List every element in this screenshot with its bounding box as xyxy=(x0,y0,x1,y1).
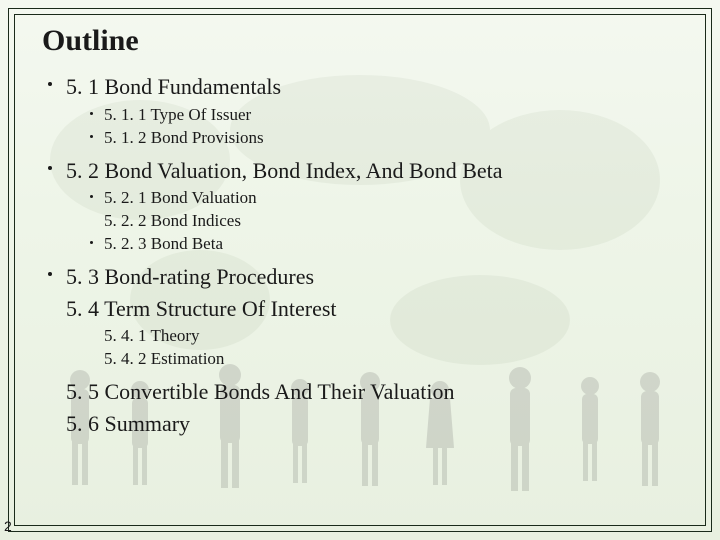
outline-item-text: 5. 2. 3 Bond Beta xyxy=(104,234,223,253)
outline-item-lvl2: 5. 4. 2 Estimation xyxy=(104,348,684,371)
outline-item-lvl2: 5. 2. 1 Bond Valuation xyxy=(104,187,684,210)
outline-item-text: 5. 4. 2 Estimation xyxy=(104,349,224,368)
outline-item-text: 5. 4 Term Structure Of Interest xyxy=(66,296,337,321)
outline-item-lvl1: 5. 3 Bond-rating Procedures xyxy=(66,262,684,292)
outline-item-text: 5. 1. 1 Type Of Issuer xyxy=(104,105,251,124)
page-number: 2 xyxy=(4,518,12,534)
outline-item-lvl1: 5. 6 Summary xyxy=(66,409,684,439)
outline-subgroup: 5. 2. 1 Bond Valuation 5. 2. 2 Bond Indic… xyxy=(104,187,684,256)
outline-item-lvl1: 5. 2 Bond Valuation, Bond Index, And Bon… xyxy=(66,156,684,186)
outline-item-lvl2: 5. 1. 1 Type Of Issuer xyxy=(104,104,684,127)
outline-item-lvl2: 5. 1. 2 Bond Provisions xyxy=(104,127,684,150)
outline-item-text: 5. 4. 1 Theory xyxy=(104,326,200,345)
outline-item-text: 5. 2. 2 Bond Indices xyxy=(104,211,241,230)
outline-item-text: 5. 3 Bond-rating Procedures xyxy=(66,264,314,289)
outline-item-text: 5. 2 Bond Valuation, Bond Index, And Bon… xyxy=(66,158,503,183)
slide-title: Outline xyxy=(42,24,684,58)
bullet-icon xyxy=(90,135,93,138)
outline-item-lvl1: 5. 5 Convertible Bonds And Their Valuati… xyxy=(66,377,684,407)
bullet-icon xyxy=(90,241,93,244)
outline-list: 5. 1 Bond Fundamentals 5. 1. 1 Type Of Is… xyxy=(66,72,684,439)
bullet-icon xyxy=(90,195,93,198)
bullet-icon xyxy=(48,272,52,276)
outline-subgroup: 5. 1. 1 Type Of Issuer 5. 1. 2 Bond Provi… xyxy=(104,104,684,150)
bullet-icon xyxy=(48,166,52,170)
bullet-icon xyxy=(48,82,52,86)
outline-item-lvl1: 5. 1 Bond Fundamentals xyxy=(66,72,684,102)
outline-item-lvl2: 5. 2. 2 Bond Indices xyxy=(104,210,684,233)
outline-subgroup: 5. 4. 1 Theory 5. 4. 2 Estimation xyxy=(104,325,684,371)
outline-item-text: 5. 1 Bond Fundamentals xyxy=(66,74,281,99)
outline-item-text: 5. 1. 2 Bond Provisions xyxy=(104,128,264,147)
outline-item-text: 5. 2. 1 Bond Valuation xyxy=(104,188,257,207)
outline-item-lvl2: 5. 4. 1 Theory xyxy=(104,325,684,348)
outline-item-text: 5. 6 Summary xyxy=(66,411,190,436)
outline-item-lvl2: 5. 2. 3 Bond Beta xyxy=(104,233,684,256)
outline-item-text: 5. 5 Convertible Bonds And Their Valuati… xyxy=(66,379,454,404)
bullet-icon xyxy=(90,112,93,115)
slide-content: Outline 5. 1 Bond Fundamentals 5. 1. 1 Ty… xyxy=(0,0,720,540)
outline-item-lvl1: 5. 4 Term Structure Of Interest xyxy=(66,294,684,324)
